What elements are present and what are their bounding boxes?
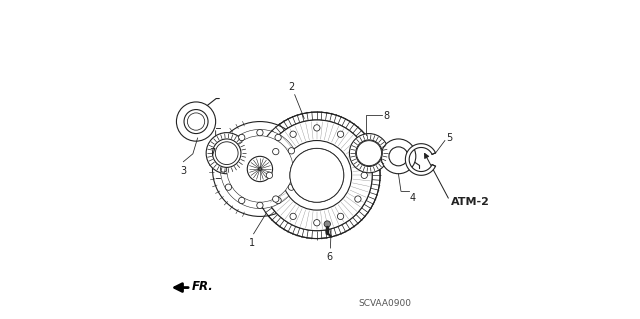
Circle shape <box>273 196 279 202</box>
Circle shape <box>288 184 294 190</box>
Text: FR.: FR. <box>192 280 214 293</box>
Circle shape <box>361 172 367 178</box>
Circle shape <box>389 147 408 166</box>
Circle shape <box>359 143 379 163</box>
Circle shape <box>275 134 281 141</box>
Circle shape <box>249 158 271 180</box>
Text: ATM-2: ATM-2 <box>451 197 490 207</box>
Circle shape <box>324 221 330 227</box>
Circle shape <box>220 166 227 172</box>
Circle shape <box>212 122 307 216</box>
Circle shape <box>356 141 381 166</box>
Circle shape <box>355 148 361 155</box>
Circle shape <box>220 130 300 209</box>
Circle shape <box>293 166 300 172</box>
Circle shape <box>262 120 372 231</box>
Circle shape <box>262 120 372 231</box>
Circle shape <box>290 213 296 219</box>
Text: 4: 4 <box>410 193 415 203</box>
Circle shape <box>314 219 320 226</box>
Circle shape <box>273 148 279 155</box>
Circle shape <box>282 141 351 210</box>
Circle shape <box>362 146 376 160</box>
Circle shape <box>225 148 232 154</box>
Circle shape <box>220 147 233 160</box>
Circle shape <box>227 136 293 202</box>
Circle shape <box>247 156 273 182</box>
Circle shape <box>253 112 380 239</box>
Circle shape <box>275 197 281 204</box>
Text: 7: 7 <box>209 148 215 158</box>
Circle shape <box>257 202 263 209</box>
Circle shape <box>239 197 245 204</box>
Circle shape <box>239 148 280 189</box>
Circle shape <box>355 196 361 202</box>
Text: 1: 1 <box>249 238 255 248</box>
Circle shape <box>177 102 216 141</box>
Circle shape <box>184 109 208 134</box>
Circle shape <box>239 134 245 141</box>
Circle shape <box>381 139 416 174</box>
Circle shape <box>314 125 320 131</box>
Circle shape <box>257 130 263 136</box>
Circle shape <box>337 213 344 219</box>
Circle shape <box>290 148 344 202</box>
Circle shape <box>288 148 294 154</box>
Text: 3: 3 <box>180 167 186 176</box>
Text: SCVAA0900: SCVAA0900 <box>358 299 411 308</box>
Circle shape <box>188 113 205 130</box>
Circle shape <box>225 184 232 190</box>
Circle shape <box>216 143 237 164</box>
Circle shape <box>266 172 273 178</box>
Text: 2: 2 <box>289 82 294 92</box>
Circle shape <box>259 168 260 170</box>
Circle shape <box>290 131 296 137</box>
Circle shape <box>349 134 388 173</box>
Circle shape <box>356 140 382 167</box>
Polygon shape <box>405 144 436 175</box>
Circle shape <box>337 131 344 137</box>
Circle shape <box>215 142 238 165</box>
Text: 5: 5 <box>446 133 452 143</box>
Circle shape <box>206 133 247 174</box>
Circle shape <box>259 167 262 171</box>
Text: 8: 8 <box>383 111 389 121</box>
Text: 6: 6 <box>327 252 333 262</box>
Circle shape <box>212 139 241 167</box>
Circle shape <box>290 148 344 202</box>
